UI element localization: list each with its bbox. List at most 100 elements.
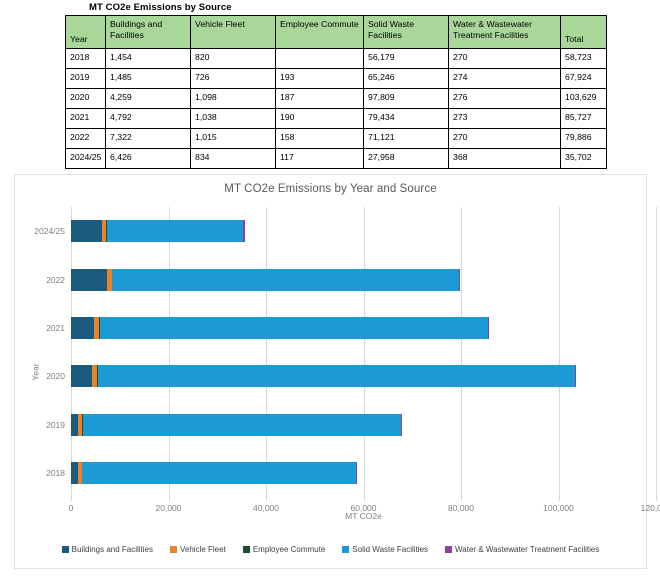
- bar-segment[interactable]: [91, 365, 98, 388]
- table-row: 2018 1,454 820 56,179 270 58,723: [65, 48, 607, 69]
- cell-buildings: 4,259: [105, 88, 191, 109]
- bar-segment[interactable]: [71, 461, 79, 484]
- y-tick-label: 2024/25: [34, 226, 65, 237]
- cell-water-wastewater: 276: [448, 88, 561, 109]
- bar-segment[interactable]: [111, 268, 113, 291]
- column-header-buildings: Buildings and Facilities: [105, 15, 191, 49]
- bar-segment[interactable]: [459, 268, 461, 291]
- x-tick-mark: [266, 497, 267, 501]
- stacked-bar[interactable]: [71, 268, 461, 291]
- bar-segment[interactable]: [94, 316, 100, 339]
- plot-area: 0 20,000 40,000 60,000 80,000 100,000 120,000 2…: [34, 207, 660, 513]
- bar-segment[interactable]: [106, 268, 112, 291]
- emissions-table: Year Buildings and Facilities Vehicle Fl…: [65, 15, 607, 169]
- bar-segment[interactable]: [106, 220, 244, 243]
- column-header-water-wastewater: Water & Wastewater Treatment Facilities: [448, 15, 561, 49]
- x-tick-label: 40,000: [253, 503, 279, 513]
- legend-item[interactable]: Employee Commute: [242, 545, 325, 554]
- cell-vehicle-fleet: 834: [190, 148, 276, 169]
- bar-segment[interactable]: [98, 365, 575, 388]
- column-header-employee-commute: Employee Commute: [275, 15, 364, 49]
- cell-solid-waste: 65,246: [363, 68, 449, 89]
- cell-employee-commute: 158: [275, 128, 364, 149]
- cell-year: 2020: [65, 88, 106, 109]
- bar-segment[interactable]: [71, 268, 107, 291]
- bar-segment[interactable]: [99, 316, 101, 339]
- bar-segment[interactable]: [78, 461, 83, 484]
- bar-segment[interactable]: [355, 461, 358, 484]
- x-gridline: [168, 207, 170, 497]
- cell-buildings: 4,792: [105, 108, 191, 129]
- bar-segment[interactable]: [71, 316, 95, 339]
- cell-vehicle-fleet: 1,038: [190, 108, 276, 129]
- cell-solid-waste: 71,121: [363, 128, 449, 149]
- bar-segment[interactable]: [112, 268, 460, 291]
- stacked-bar[interactable]: [71, 413, 403, 436]
- legend-item[interactable]: Water & Wastewater Treatment Facilities: [445, 545, 599, 554]
- x-tick-label: 120,000: [640, 503, 660, 513]
- cell-year: 2024/25: [65, 148, 106, 169]
- cell-buildings: 7,322: [105, 128, 191, 149]
- legend-item[interactable]: Solid Waste Facilities: [342, 545, 428, 554]
- legend-label: Water & Wastewater Treatment Facilities: [455, 545, 600, 554]
- cell-water-wastewater: 270: [448, 128, 561, 149]
- table-body: 2018 1,454 820 56,179 270 58,723 2019 1,485 726 1…: [65, 48, 607, 169]
- y-tick-label: 2019: [46, 419, 65, 430]
- stacked-bar[interactable]: [71, 365, 577, 388]
- legend-label: Buildings and Facilities: [71, 545, 153, 554]
- cell-buildings: 1,485: [105, 68, 191, 89]
- x-tick-mark: [656, 497, 657, 501]
- bar-segment[interactable]: [71, 413, 79, 436]
- cell-vehicle-fleet: 726: [190, 68, 276, 89]
- cell-vehicle-fleet: 820: [190, 48, 276, 69]
- table-title: MT CO2e Emissions by Source: [89, 2, 232, 13]
- x-gridline: [71, 207, 72, 497]
- cell-solid-waste: 56,179: [363, 48, 449, 69]
- bar-segment[interactable]: [102, 220, 107, 243]
- cell-solid-waste: 97,809: [363, 88, 449, 109]
- bar-row: 2021: [46, 316, 656, 339]
- bar-segment[interactable]: [71, 365, 92, 388]
- cell-year: 2022: [65, 128, 106, 149]
- stacked-bar[interactable]: [71, 220, 245, 243]
- legend-swatch-icon: [170, 546, 177, 553]
- bar-segment[interactable]: [243, 220, 245, 243]
- x-gridline: [461, 207, 462, 497]
- bar-segment[interactable]: [106, 220, 107, 243]
- legend-item[interactable]: Vehicle Fleet: [170, 545, 226, 554]
- legend-item[interactable]: Buildings and Facilities: [61, 545, 153, 554]
- y-tick-label: 2018: [46, 467, 65, 478]
- bar-segment[interactable]: [82, 413, 401, 436]
- legend-swatch-icon: [342, 546, 350, 553]
- bar-segment[interactable]: [487, 316, 489, 339]
- y-tick-label: 2021: [46, 322, 65, 333]
- cell-total: 35,702: [560, 148, 607, 169]
- cell-total: 67,924: [560, 68, 607, 89]
- bar-segment[interactable]: [71, 220, 103, 243]
- stacked-bar[interactable]: [71, 461, 358, 484]
- bar-segment[interactable]: [574, 365, 577, 388]
- y-axis-title: Year: [30, 362, 41, 381]
- cell-year: 2018: [65, 48, 106, 69]
- table-row: 2019 1,485 726 193 65,246 274 67,924: [65, 68, 607, 89]
- cell-total: 85,727: [560, 108, 607, 129]
- cell-buildings: 6,426: [105, 148, 191, 169]
- x-axis-title: MT CO2e: [345, 511, 382, 521]
- emissions-table-block: MT CO2e Emissions by Source Year Buildin…: [65, 0, 607, 169]
- bar-segment[interactable]: [400, 413, 403, 436]
- bar-segment[interactable]: [97, 365, 98, 388]
- cell-total: 79,886: [560, 128, 607, 149]
- bar-segment[interactable]: [78, 413, 82, 436]
- y-tick-label: 2020: [46, 371, 65, 382]
- bar-segment[interactable]: [82, 461, 356, 484]
- bar-row: 2018: [46, 461, 656, 484]
- x-tick-mark: [558, 497, 560, 501]
- bar-segment[interactable]: [81, 413, 83, 436]
- stacked-bar[interactable]: [71, 316, 489, 339]
- x-tick-label: 20,000: [155, 503, 182, 513]
- bar-segment[interactable]: [100, 316, 488, 339]
- cell-employee-commute: 117: [275, 148, 364, 169]
- x-tick-label: 100,000: [543, 503, 574, 513]
- cell-total: 58,723: [560, 48, 607, 69]
- emissions-chart: MT CO2e Emissions by Year and Source Yea…: [14, 174, 660, 569]
